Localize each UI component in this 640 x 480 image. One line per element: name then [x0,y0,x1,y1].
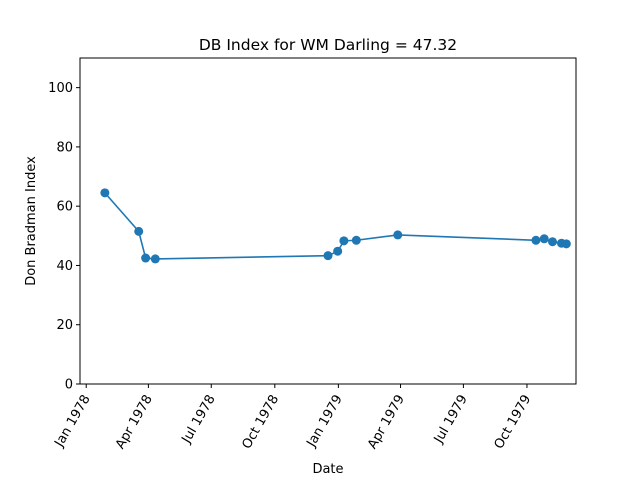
data-point [339,236,349,246]
chart-title: DB Index for WM Darling = 47.32 [199,36,457,54]
axes-frame [79,57,577,385]
y-tick-label: 100 [48,81,73,96]
data-point [150,254,160,264]
data-point [141,253,151,263]
x-axis-label: Date [312,462,343,477]
y-tick-label: 20 [56,318,73,333]
y-tick-label: 60 [56,200,73,215]
data-point [333,246,343,256]
data-point [539,234,549,244]
data-point [531,235,541,245]
data-point [393,230,403,240]
y-tick-label: 0 [65,378,73,393]
y-tick-label: 40 [56,259,73,274]
data-point [548,237,558,247]
y-tick-label: 80 [56,140,73,155]
data-point [323,251,333,261]
y-axis-label: Don Bradman Index [24,156,39,286]
data-point [134,226,144,236]
data-point [351,235,361,245]
data-point [100,188,110,198]
data-point [561,239,571,249]
